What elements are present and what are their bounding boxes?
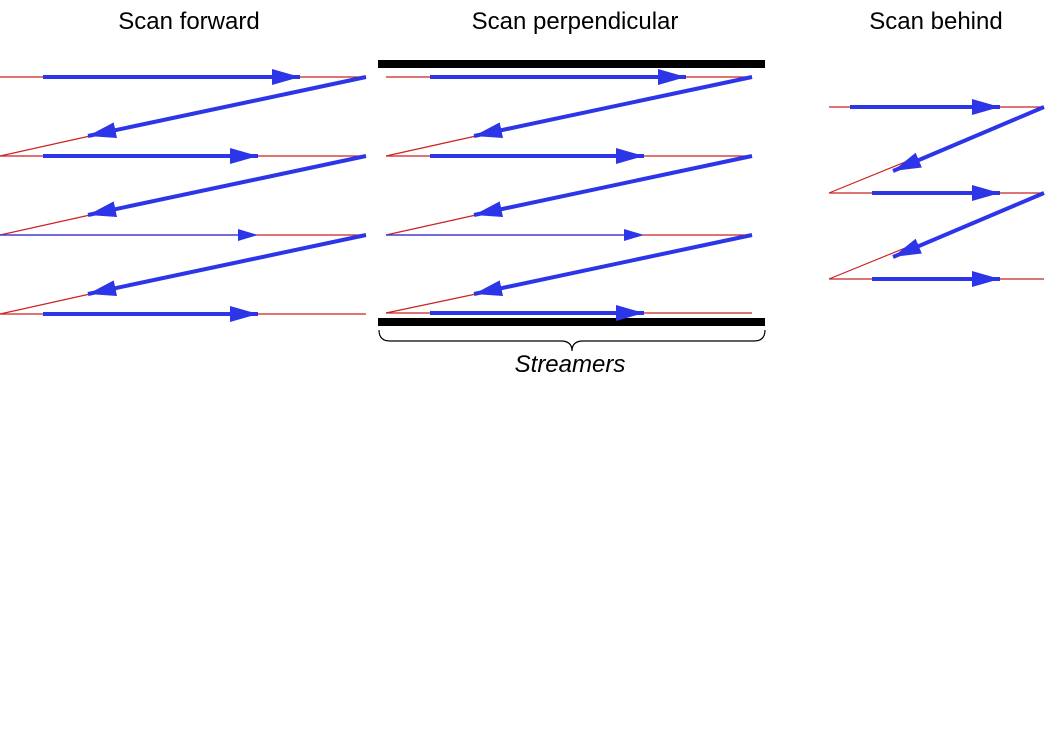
return-arrow bbox=[892, 105, 1045, 173]
streamer-bar-top bbox=[378, 60, 765, 68]
return-arrow bbox=[473, 154, 753, 218]
return-arrow bbox=[473, 75, 753, 139]
return-arrow bbox=[892, 191, 1045, 259]
panel-scan-forward bbox=[0, 69, 367, 322]
streamers-brace bbox=[378, 329, 766, 352]
forward-arrowhead bbox=[238, 229, 258, 241]
panel-title-scan-behind: Scan behind bbox=[869, 8, 1002, 35]
panel-title-scan-forward: Scan forward bbox=[118, 8, 259, 35]
return-arrow bbox=[87, 233, 367, 297]
return-arrow bbox=[87, 75, 367, 139]
return-arrow bbox=[473, 233, 753, 297]
panel-scan-behind bbox=[828, 99, 1045, 287]
panel-title-scan-perpendicular: Scan perpendicular bbox=[472, 8, 679, 35]
streamers-label: Streamers bbox=[515, 351, 626, 378]
return-arrow bbox=[87, 154, 367, 218]
panel-scan-perpendicular: Streamers bbox=[378, 60, 766, 378]
streamer-bar-bottom bbox=[378, 318, 765, 326]
forward-arrowhead bbox=[624, 229, 644, 241]
